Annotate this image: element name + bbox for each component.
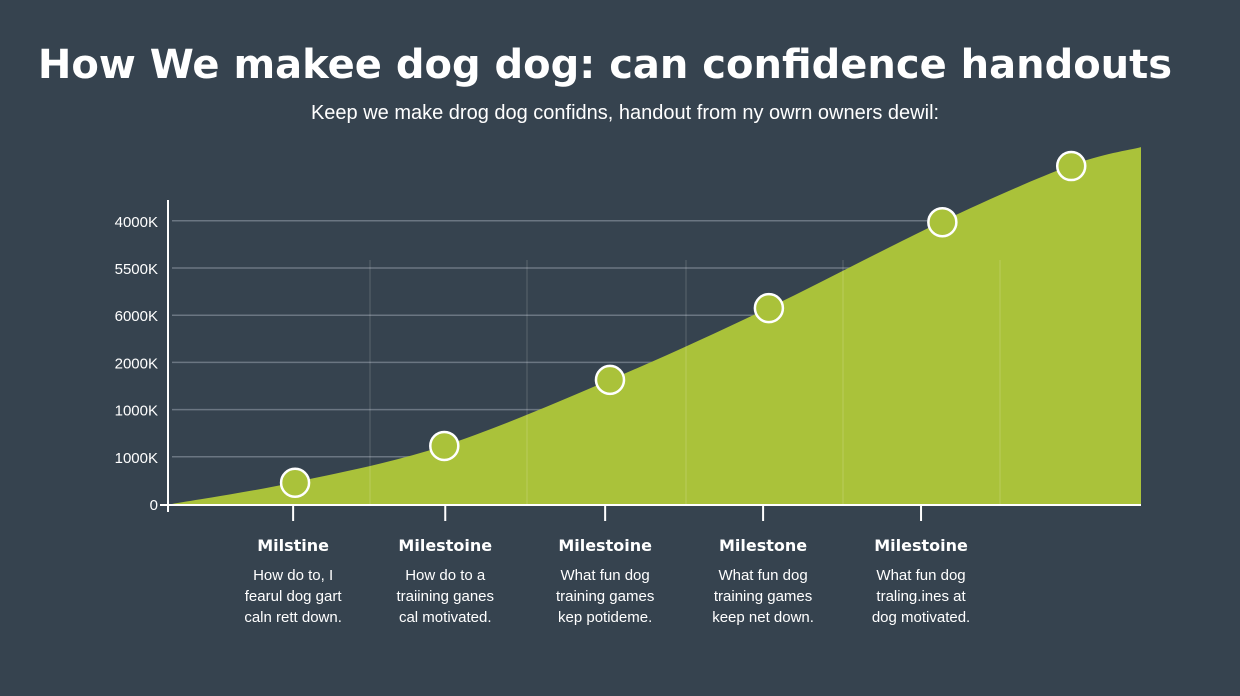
milestone-description-line: caln rett down. (244, 609, 342, 626)
milestone-description-line: kep potideme. (558, 609, 653, 626)
milestone-description-line: training games (713, 588, 813, 605)
y-tick-label: 1000K (115, 403, 158, 420)
milestone-title: Milstine (257, 536, 330, 555)
milestone-description-line: fearul dog gart (244, 588, 342, 605)
data-point-marker (594, 364, 626, 396)
y-tick-label: 0 (150, 497, 158, 514)
chart-subtitle: Keep we make drog dog confidns, handout … (310, 102, 940, 124)
milestone-description-line: cal motivated. (398, 609, 492, 626)
milestone-description-line: What fun dog (718, 567, 808, 584)
milestone-description-line: What fun dog (876, 567, 966, 584)
data-point-marker (927, 206, 958, 238)
milestone-description-line: traiining ganes (396, 588, 495, 605)
milestone-label: Milestoine How do to a traiining ganes cal … (370, 536, 520, 628)
milestone-title: Milestoine (874, 536, 968, 555)
milestone-label: Milestoine What fun dog traling.ines at dog… (846, 536, 996, 628)
milestone-title: Milestoine (398, 536, 493, 555)
milestone-label: Milestoine What fun dog training games kep … (530, 536, 680, 628)
milestone-description: What fun dog training games keep net down. (688, 565, 838, 628)
milestone-label: Milstine How do to, I fearul dog gart caln … (218, 536, 368, 628)
milestone-description-line: traling.ines at (876, 588, 966, 605)
data-point-marker (1055, 150, 1087, 182)
data-point-marker (429, 430, 460, 462)
milestone-title: Milestoine (558, 536, 652, 555)
milestone-description: What fun dog training games kep potideme. (530, 565, 680, 628)
milestone-description-line: What fun dog (560, 567, 650, 584)
y-tick-label: 4000K (115, 214, 158, 231)
milestone-title: Milestone (719, 536, 808, 555)
milestone-description-line: keep net down. (712, 609, 814, 626)
milestone-label: Milestone What fun dog training games keep … (688, 536, 838, 628)
area-fill (172, 147, 1141, 504)
milestone-description-line: training games (555, 588, 655, 605)
y-tick-label: 2000K (115, 355, 158, 372)
data-point-marker (753, 292, 785, 324)
milestone-description: How do to, I fearul dog gart caln rett dow… (218, 565, 368, 628)
milestone-description-line: How do to a (405, 567, 486, 584)
y-tick-label: 6000K (115, 308, 158, 325)
milestone-description-line: dog motivated. (871, 609, 971, 626)
y-tick-label: 1000K (115, 450, 158, 467)
milestone-description: What fun dog traling.ines at dog motivated… (846, 565, 996, 628)
milestone-description-line: How do to, I (253, 567, 334, 584)
chart-title: How We makee dog dog: can confidence han… (37, 42, 1173, 88)
milestone-description: How do to a traiining ganes cal motivated. (370, 565, 520, 628)
y-tick-label: 5500K (115, 261, 158, 278)
data-point-marker (279, 467, 311, 499)
